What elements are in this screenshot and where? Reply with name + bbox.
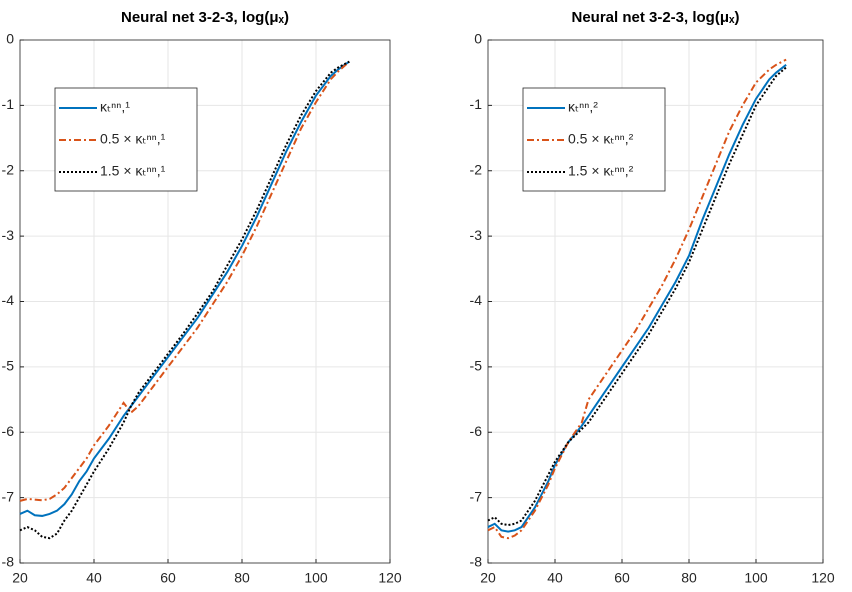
data-line xyxy=(19,60,350,540)
x-tick-label: 40 xyxy=(547,570,563,586)
y-tick-label: -4 xyxy=(2,292,15,308)
x-tick-label: 100 xyxy=(304,570,328,586)
legend-label: κₜⁿⁿ,¹ xyxy=(100,99,130,115)
x-tick-label: 60 xyxy=(160,570,176,586)
y-tick-label: -3 xyxy=(470,227,483,243)
data-line xyxy=(19,60,350,517)
x-tick-label: 40 xyxy=(86,570,102,586)
y-tick-label: -1 xyxy=(470,96,483,112)
legend-label: 0.5 × κₜⁿⁿ,² xyxy=(568,131,634,147)
legend-label: 0.5 × κₜⁿⁿ,¹ xyxy=(100,131,166,147)
axes-box xyxy=(487,39,824,564)
y-tick-label: -5 xyxy=(2,358,15,374)
data-line xyxy=(487,64,787,533)
x-tick-label: 60 xyxy=(614,570,630,586)
y-tick-label: -2 xyxy=(470,161,483,177)
data-line xyxy=(19,60,350,502)
x-tick-label: 20 xyxy=(480,570,496,586)
y-tick-label: -7 xyxy=(2,488,15,504)
y-tick-label: -3 xyxy=(2,227,15,243)
x-tick-label: 100 xyxy=(744,570,768,586)
x-tick-label: 80 xyxy=(681,570,697,586)
y-tick-label: -6 xyxy=(2,423,15,439)
y-tick-label: -6 xyxy=(470,423,483,439)
y-tick-label: -5 xyxy=(470,358,483,374)
y-tick-label: 0 xyxy=(474,31,482,47)
axes-box xyxy=(19,39,391,564)
legend-label: κₜⁿⁿ,² xyxy=(568,99,598,115)
legend-label: 1.5 × κₜⁿⁿ,² xyxy=(568,163,634,179)
y-tick-label: -4 xyxy=(470,292,483,308)
data-line xyxy=(487,58,787,540)
y-tick-label: -8 xyxy=(470,554,483,570)
x-tick-label: 80 xyxy=(234,570,250,586)
x-tick-label: 120 xyxy=(378,570,402,586)
y-tick-label: -8 xyxy=(2,554,15,570)
legend-label: 1.5 × κₜⁿⁿ,¹ xyxy=(100,163,166,179)
x-tick-label: 20 xyxy=(12,570,28,586)
data-line xyxy=(487,66,787,527)
y-tick-label: -1 xyxy=(2,96,15,112)
chart-title: Neural net 3-2-3, log(μₓ) xyxy=(121,9,289,26)
chart-title: Neural net 3-2-3, log(μₓ) xyxy=(571,9,739,26)
x-tick-label: 120 xyxy=(811,570,835,586)
y-tick-label: 0 xyxy=(6,31,14,47)
y-tick-label: -7 xyxy=(470,488,483,504)
y-tick-label: -2 xyxy=(2,161,15,177)
